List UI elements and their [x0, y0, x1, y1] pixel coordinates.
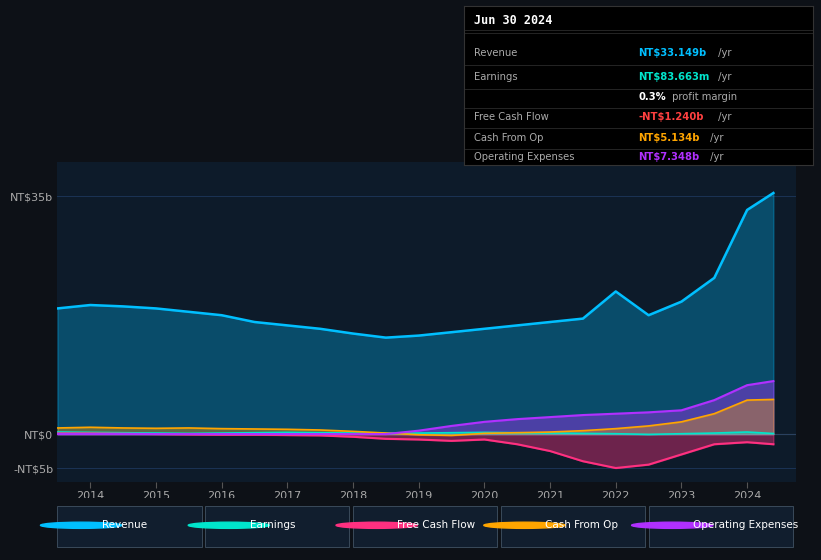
Circle shape	[484, 522, 565, 529]
Text: NT$7.348b: NT$7.348b	[639, 152, 699, 162]
Text: NT$5.134b: NT$5.134b	[639, 133, 699, 143]
Text: /yr: /yr	[708, 152, 724, 162]
Circle shape	[336, 522, 417, 529]
Text: Cash From Op: Cash From Op	[475, 133, 544, 143]
Text: /yr: /yr	[715, 113, 732, 122]
Text: 0.3%: 0.3%	[639, 92, 666, 101]
FancyBboxPatch shape	[57, 506, 201, 547]
Text: /yr: /yr	[715, 49, 732, 58]
FancyBboxPatch shape	[353, 506, 498, 547]
FancyBboxPatch shape	[205, 506, 350, 547]
Text: profit margin: profit margin	[669, 92, 737, 101]
Text: Cash From Op: Cash From Op	[545, 520, 618, 530]
Text: /yr: /yr	[715, 72, 732, 82]
Circle shape	[188, 522, 269, 529]
Text: Earnings: Earnings	[250, 520, 295, 530]
Text: /yr: /yr	[708, 133, 724, 143]
Text: Earnings: Earnings	[475, 72, 518, 82]
Text: NT$83.663m: NT$83.663m	[639, 72, 709, 82]
FancyBboxPatch shape	[649, 506, 793, 547]
Text: NT$33.149b: NT$33.149b	[639, 49, 707, 58]
Text: Free Cash Flow: Free Cash Flow	[475, 113, 549, 122]
Text: -NT$1.240b: -NT$1.240b	[639, 113, 704, 122]
Circle shape	[40, 522, 122, 529]
Text: Operating Expenses: Operating Expenses	[693, 520, 798, 530]
FancyBboxPatch shape	[501, 506, 645, 547]
Text: Revenue: Revenue	[102, 520, 147, 530]
Text: Jun 30 2024: Jun 30 2024	[475, 13, 553, 26]
Circle shape	[631, 522, 713, 529]
Text: Free Cash Flow: Free Cash Flow	[397, 520, 475, 530]
Text: Operating Expenses: Operating Expenses	[475, 152, 575, 162]
Text: Revenue: Revenue	[475, 49, 518, 58]
